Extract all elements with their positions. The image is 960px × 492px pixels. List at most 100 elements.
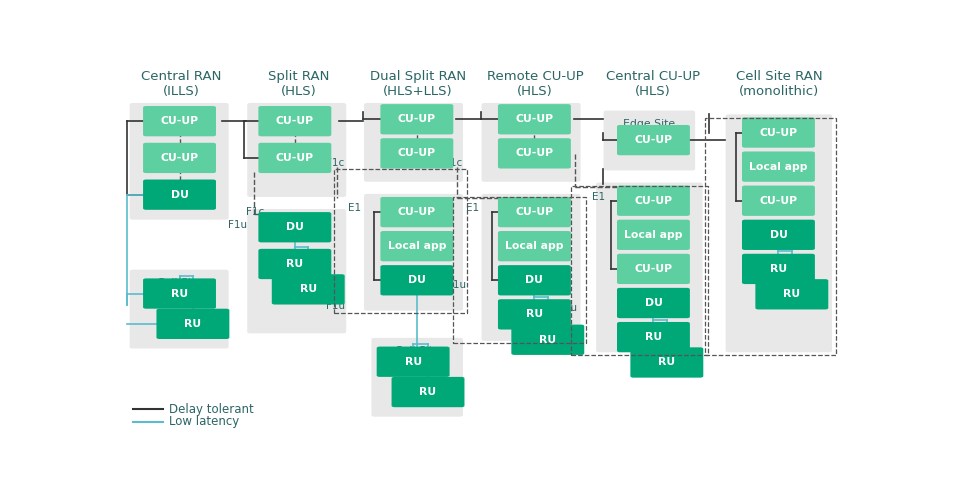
Text: Low latency: Low latency (169, 415, 239, 429)
Text: E1: E1 (591, 192, 605, 202)
Bar (453, 197, 586, 343)
Text: Cell Site: Cell Site (627, 191, 672, 201)
FancyBboxPatch shape (156, 308, 229, 339)
FancyBboxPatch shape (742, 185, 815, 216)
Text: CU-UP: CU-UP (635, 135, 673, 145)
FancyBboxPatch shape (248, 209, 347, 333)
FancyBboxPatch shape (604, 111, 695, 170)
FancyBboxPatch shape (130, 103, 228, 219)
Text: CU-UP: CU-UP (276, 153, 314, 163)
Text: RU: RU (171, 288, 188, 299)
Bar (333, 169, 468, 313)
Text: RU: RU (300, 284, 317, 294)
Text: CU-UP: CU-UP (516, 207, 554, 217)
Text: CU-UP: CU-UP (759, 127, 798, 138)
Text: Remote CU-UP
(HLS): Remote CU-UP (HLS) (487, 70, 584, 98)
Text: Delay tolerant: Delay tolerant (169, 403, 253, 416)
FancyBboxPatch shape (364, 194, 463, 310)
FancyBboxPatch shape (498, 197, 571, 227)
Text: DU: DU (770, 230, 787, 240)
Text: Split RAN
(HLS): Split RAN (HLS) (268, 70, 329, 98)
FancyBboxPatch shape (617, 254, 690, 284)
FancyBboxPatch shape (380, 197, 453, 227)
Text: RU: RU (540, 335, 557, 345)
FancyBboxPatch shape (498, 231, 571, 261)
Text: Central RAN
(ILLS): Central RAN (ILLS) (141, 70, 221, 98)
Text: F1u: F1u (447, 280, 467, 290)
Text: RU: RU (184, 319, 202, 329)
FancyBboxPatch shape (617, 288, 690, 318)
FancyBboxPatch shape (617, 322, 690, 352)
FancyBboxPatch shape (498, 138, 571, 169)
FancyBboxPatch shape (143, 278, 216, 308)
FancyBboxPatch shape (258, 143, 331, 173)
FancyBboxPatch shape (596, 183, 703, 352)
FancyBboxPatch shape (372, 338, 463, 417)
FancyBboxPatch shape (392, 377, 465, 407)
Text: CU-UP: CU-UP (160, 153, 199, 163)
Text: CU-UP: CU-UP (759, 196, 798, 206)
FancyBboxPatch shape (143, 143, 216, 173)
FancyBboxPatch shape (482, 103, 581, 182)
FancyBboxPatch shape (143, 106, 216, 136)
Text: F1u: F1u (228, 220, 247, 230)
Text: Cell Site: Cell Site (395, 346, 440, 356)
Text: Edge Site: Edge Site (271, 111, 323, 122)
Text: F1c: F1c (444, 157, 462, 168)
Text: CU-UP: CU-UP (635, 264, 673, 274)
FancyBboxPatch shape (498, 104, 571, 134)
FancyBboxPatch shape (617, 125, 690, 155)
Text: Local app: Local app (749, 162, 807, 172)
Text: CU-UP: CU-UP (276, 116, 314, 126)
Text: RU: RU (420, 387, 437, 397)
FancyBboxPatch shape (380, 265, 453, 295)
FancyBboxPatch shape (258, 212, 331, 243)
Text: RU: RU (526, 309, 543, 319)
Bar (705, 118, 836, 355)
Text: Cell Site RAN
(monolithic): Cell Site RAN (monolithic) (736, 70, 823, 98)
Text: Cell Site: Cell Site (509, 202, 554, 212)
Text: Edge Site: Edge Site (153, 111, 205, 122)
Text: E1: E1 (466, 203, 479, 213)
Text: RU: RU (404, 357, 421, 367)
Text: RU: RU (783, 289, 801, 299)
Text: DU: DU (286, 222, 303, 232)
Text: CU-UP: CU-UP (516, 149, 554, 158)
Text: Central CU-UP
(HLS): Central CU-UP (HLS) (606, 70, 700, 98)
Text: CU-UP: CU-UP (397, 114, 436, 124)
Text: Agg Site: Agg Site (391, 202, 437, 212)
FancyBboxPatch shape (631, 347, 704, 378)
Text: DU: DU (171, 189, 188, 200)
Text: CU-UP: CU-UP (516, 114, 554, 124)
FancyBboxPatch shape (742, 152, 815, 182)
Text: CU-UP: CU-UP (397, 149, 436, 158)
FancyBboxPatch shape (742, 254, 815, 284)
Text: DU: DU (525, 276, 543, 285)
Text: Dual Split RAN
(HLS+LLS): Dual Split RAN (HLS+LLS) (370, 70, 466, 98)
FancyBboxPatch shape (726, 114, 832, 352)
FancyBboxPatch shape (380, 138, 453, 169)
Text: F1c: F1c (247, 207, 265, 217)
FancyBboxPatch shape (143, 180, 216, 210)
FancyBboxPatch shape (617, 185, 690, 216)
Text: DU: DU (408, 276, 426, 285)
FancyBboxPatch shape (258, 249, 331, 279)
Text: Local app: Local app (624, 230, 683, 240)
FancyBboxPatch shape (498, 265, 571, 295)
Text: RU: RU (286, 259, 303, 269)
FancyBboxPatch shape (512, 325, 585, 355)
Text: F1c: F1c (326, 157, 345, 168)
FancyBboxPatch shape (380, 104, 453, 134)
FancyBboxPatch shape (376, 346, 449, 377)
Text: RU: RU (645, 332, 662, 342)
Text: F1u: F1u (326, 302, 346, 311)
Text: RU: RU (659, 358, 676, 368)
Text: Cell Site: Cell Site (756, 123, 802, 133)
FancyBboxPatch shape (272, 274, 345, 305)
FancyBboxPatch shape (380, 231, 453, 261)
FancyBboxPatch shape (364, 103, 463, 182)
FancyBboxPatch shape (482, 194, 581, 341)
FancyBboxPatch shape (258, 106, 331, 136)
Text: Edge Site: Edge Site (623, 119, 676, 129)
Text: CU-UP: CU-UP (160, 116, 199, 126)
